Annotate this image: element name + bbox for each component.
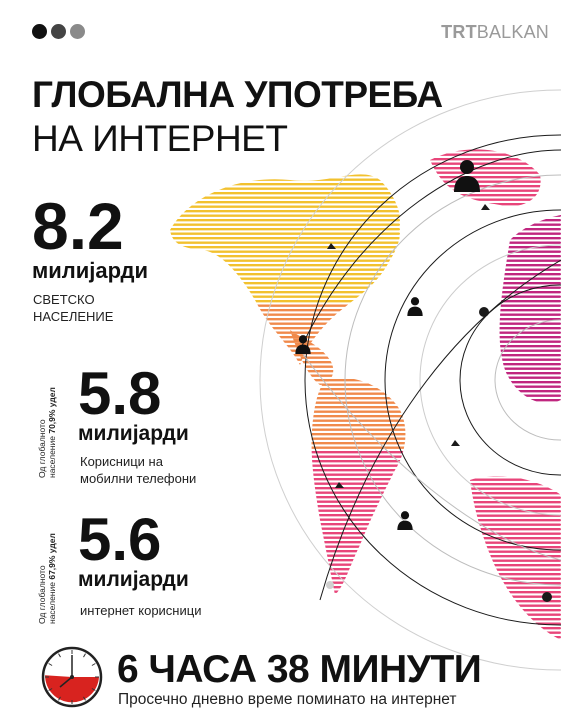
stat-mobile-users-label-1: Корисници на bbox=[80, 454, 163, 469]
stat-world-population-label-2: НАСЕЛЕНИЕ bbox=[33, 309, 114, 324]
page-title-line2: НА ИНТЕРНЕТ bbox=[32, 118, 288, 159]
stat-world-population-value: 8.2 bbox=[32, 189, 124, 263]
network-arcs bbox=[259, 89, 561, 671]
stat-mobile-users-label-2: мобилни телефони bbox=[80, 471, 197, 486]
user-icon bbox=[454, 160, 480, 192]
stat-internet-share: Од глобалното население 67,9% удел bbox=[37, 533, 57, 624]
clock-tick bbox=[91, 688, 96, 691]
stat-internet-users-unit: милијарди bbox=[78, 568, 189, 591]
dot-3 bbox=[70, 24, 85, 39]
stat-internet-users-label: интернет корисници bbox=[80, 603, 202, 618]
continent-stripes bbox=[470, 475, 561, 639]
stat-internet-users-value: 5.6 bbox=[78, 506, 162, 573]
stat-world-population-label-1: СВЕТСКО bbox=[33, 292, 95, 307]
continent-stripes bbox=[499, 215, 561, 402]
user-icon bbox=[295, 335, 311, 354]
menu-dots-icon bbox=[32, 24, 85, 39]
clock-tick bbox=[58, 696, 61, 701]
clock-tick bbox=[91, 663, 96, 666]
stat-mobile-users-value: 5.8 bbox=[78, 360, 162, 427]
continent-stripes bbox=[311, 379, 406, 593]
clock-tick bbox=[83, 653, 86, 658]
user-icon bbox=[407, 297, 423, 316]
clock-icon bbox=[41, 646, 103, 708]
clock-tick bbox=[58, 653, 61, 658]
screen-time-headline: 6 ЧАСА 38 МИНУТИ bbox=[117, 648, 482, 691]
stat-mobile-share: Од глобалното население 70,9% удел bbox=[37, 387, 57, 478]
clock-tick bbox=[83, 696, 86, 701]
continent-stripes bbox=[170, 174, 400, 365]
brand-logo: TRTBALKAN bbox=[441, 22, 549, 42]
stat-mobile-users-unit: милијарди bbox=[78, 422, 189, 445]
network-nodes bbox=[326, 204, 552, 602]
user-icon bbox=[397, 511, 413, 530]
stat-world-population-unit: милијарди bbox=[32, 258, 149, 283]
page-title-line1: ГЛОБАЛНА УПОТРЕБА bbox=[32, 74, 443, 115]
dot-1 bbox=[32, 24, 47, 39]
clock-tick bbox=[48, 688, 53, 691]
clock-tick bbox=[48, 663, 53, 666]
dot-2 bbox=[51, 24, 66, 39]
screen-time-caption: Просечно дневно време поминато на интерн… bbox=[118, 691, 457, 708]
